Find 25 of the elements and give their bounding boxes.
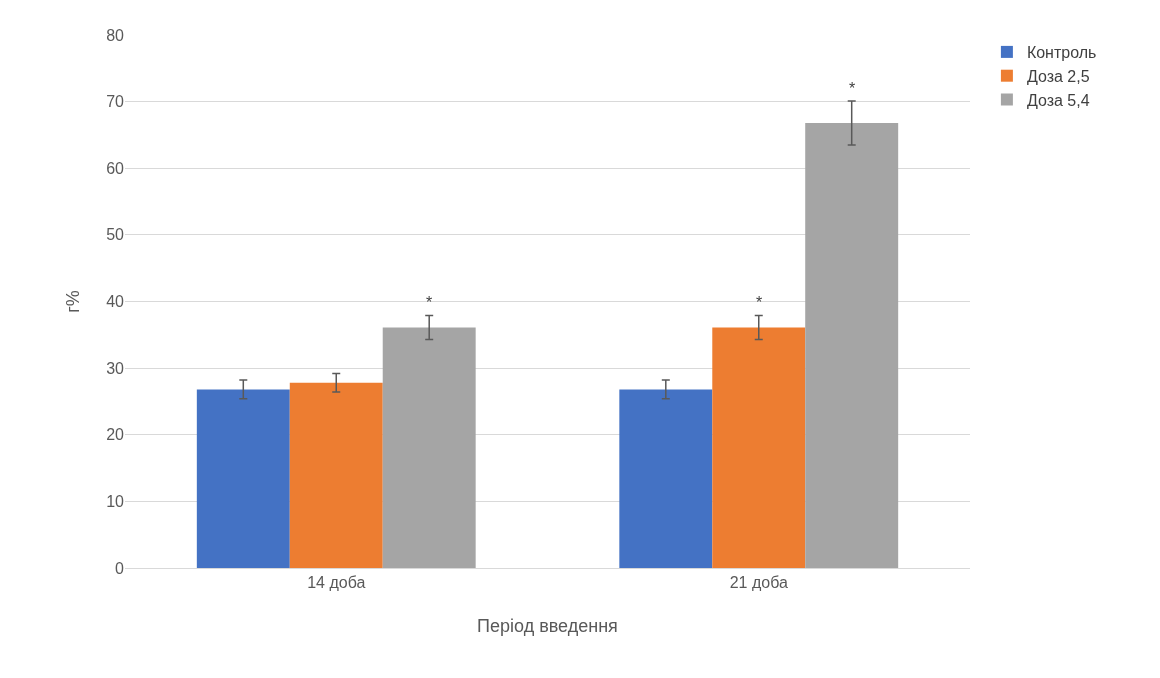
x-axis-title: Період введення (477, 616, 618, 636)
legend-label: Доза 2,5 (1026, 67, 1090, 85)
y-axis-title: г% (63, 290, 83, 313)
legend-label: Доза 5,4 (1026, 91, 1090, 109)
bar (382, 327, 476, 568)
bar (619, 389, 713, 568)
y-tick-label: 80 (106, 26, 125, 44)
bar (196, 389, 290, 568)
x-tick-label: 21 доба (729, 574, 788, 592)
bar (289, 382, 383, 568)
y-tick-label: 40 (106, 293, 125, 311)
y-tick-label: 30 (106, 359, 125, 377)
y-tick-label: 20 (106, 426, 125, 444)
x-tick-label: 14 доба (307, 574, 366, 592)
bar (805, 122, 899, 568)
data-label: * (756, 294, 763, 311)
y-tick-label: 50 (106, 226, 125, 244)
y-tick-label: 70 (106, 93, 125, 111)
y-tick-label: 0 (115, 559, 125, 577)
bar (712, 327, 806, 568)
y-tick-label: 60 (106, 159, 125, 177)
y-tick-label: 10 (106, 492, 125, 510)
legend-label: Контроль (1026, 44, 1097, 62)
data-label: * (849, 80, 856, 97)
data-label: * (426, 294, 433, 311)
